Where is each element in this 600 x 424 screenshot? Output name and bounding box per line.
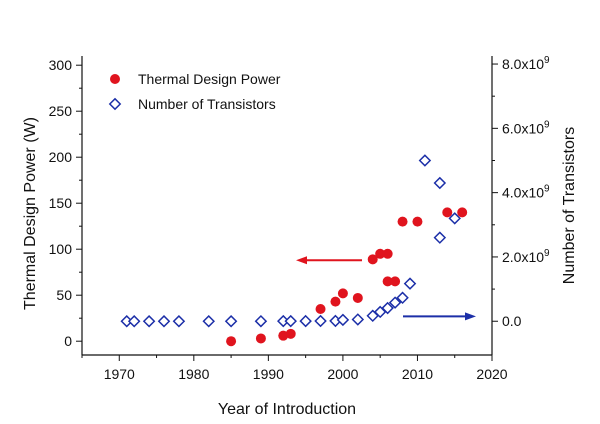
left-tick-label: 250 xyxy=(49,103,73,119)
left-axis-arrow-head xyxy=(296,256,307,265)
left-tick-label: 0 xyxy=(64,333,72,349)
tdp-point xyxy=(352,292,363,303)
transistor-point xyxy=(254,314,268,328)
tdp-point xyxy=(442,207,453,218)
x-tick-label: 2010 xyxy=(402,366,433,382)
transistor-point xyxy=(448,212,461,225)
transistor-point xyxy=(351,313,365,326)
tdp-point xyxy=(255,333,266,344)
transistor-point xyxy=(388,296,402,309)
transistor-point xyxy=(403,277,417,290)
legend-transistors-marker xyxy=(108,97,122,111)
tdp-point xyxy=(412,216,423,227)
x-tick-label: 1970 xyxy=(104,366,135,382)
left-tick-label: 200 xyxy=(49,149,73,165)
right-tick-exponent: 9 xyxy=(544,55,550,66)
transistor-point xyxy=(396,291,409,305)
x-axis-title: Year of Introduction xyxy=(218,401,356,418)
tdp-point xyxy=(367,254,378,265)
right-tick-label: 4.0x109 xyxy=(502,184,550,201)
transistor-point xyxy=(418,154,432,167)
transistor-point xyxy=(299,314,312,328)
right-tick-base: 2.0x10 xyxy=(502,249,544,265)
right-tick-exponent: 9 xyxy=(544,184,550,195)
x-tick-label: 2000 xyxy=(327,366,358,382)
transistor-point xyxy=(284,314,297,328)
tdp-point xyxy=(375,248,386,259)
tdp-point xyxy=(382,248,393,259)
right-tick-exponent: 9 xyxy=(544,248,550,259)
transistor-point xyxy=(336,313,350,327)
tdp-point xyxy=(285,328,296,339)
right-tick-base: 8.0x10 xyxy=(502,56,544,72)
left-tick-label: 100 xyxy=(49,241,73,257)
right-tick-exponent: 9 xyxy=(544,119,550,130)
legend-tdp-marker xyxy=(110,74,120,84)
left-tick-label: 300 xyxy=(49,57,73,73)
right-tick-base: 6.0x10 xyxy=(502,120,544,136)
tdp-point xyxy=(315,304,326,314)
transistor-point xyxy=(224,314,238,328)
transistor-point xyxy=(433,231,447,244)
right-axis-arrow-head xyxy=(465,312,476,321)
left-axis-title: Thermal Design Power (W) xyxy=(22,117,39,310)
legend-transistors-label: Number of Transistors xyxy=(138,96,276,112)
tdp-point xyxy=(397,216,408,227)
left-tick-label: 50 xyxy=(56,287,72,303)
left-tick-label: 150 xyxy=(49,195,73,211)
x-tick-label: 2020 xyxy=(476,366,507,382)
right-tick-label: 6.0x109 xyxy=(502,119,550,136)
right-tick-label: 0.0 xyxy=(502,313,522,329)
legend-tdp-label: Thermal Design Power xyxy=(138,71,281,87)
transistor-point xyxy=(172,314,186,328)
tdp-point xyxy=(457,207,468,218)
tdp-point xyxy=(337,288,348,299)
right-axis-title: Number of Transistors xyxy=(561,127,578,284)
transistor-point xyxy=(314,314,327,328)
tdp-point xyxy=(226,336,237,347)
tdp-point xyxy=(382,276,393,287)
right-tick-label: 8.0x109 xyxy=(502,55,550,72)
transistor-point xyxy=(157,314,171,328)
transistor-point xyxy=(127,314,141,328)
x-tick-label: 1980 xyxy=(178,366,209,382)
transistor-point xyxy=(142,314,156,328)
transistor-point xyxy=(202,314,215,328)
right-tick-label: 2.0x109 xyxy=(502,248,550,265)
x-tick-label: 1990 xyxy=(253,366,284,382)
transistor-point xyxy=(433,176,447,190)
right-tick-base: 4.0x10 xyxy=(502,185,544,201)
tdp-point xyxy=(330,296,341,307)
transistor-point xyxy=(381,301,394,315)
tdp-point xyxy=(390,276,401,287)
